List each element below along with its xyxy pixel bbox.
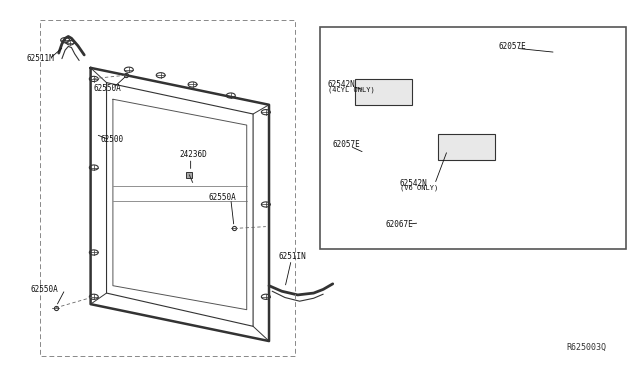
Text: 62542N: 62542N <box>399 179 428 187</box>
Text: 62067E: 62067E <box>386 219 413 228</box>
Text: 62500: 62500 <box>100 135 124 144</box>
Text: 62550A: 62550A <box>30 285 58 294</box>
Bar <box>355 79 412 105</box>
Text: (4CYL ONLY): (4CYL ONLY) <box>328 86 374 93</box>
Text: R625003Q: R625003Q <box>567 343 607 352</box>
Text: 62542N: 62542N <box>328 80 355 89</box>
Text: 6251IN: 6251IN <box>278 251 307 261</box>
Text: 62057E: 62057E <box>499 42 526 51</box>
Bar <box>438 134 495 160</box>
Bar <box>320 27 626 249</box>
Text: 24236D: 24236D <box>180 150 207 159</box>
Text: 62057E: 62057E <box>333 140 360 149</box>
Text: 62550A: 62550A <box>94 84 122 93</box>
Text: 62511M: 62511M <box>27 54 54 63</box>
Text: 62550A: 62550A <box>209 193 236 202</box>
Text: (V6 ONLY): (V6 ONLY) <box>399 185 438 192</box>
